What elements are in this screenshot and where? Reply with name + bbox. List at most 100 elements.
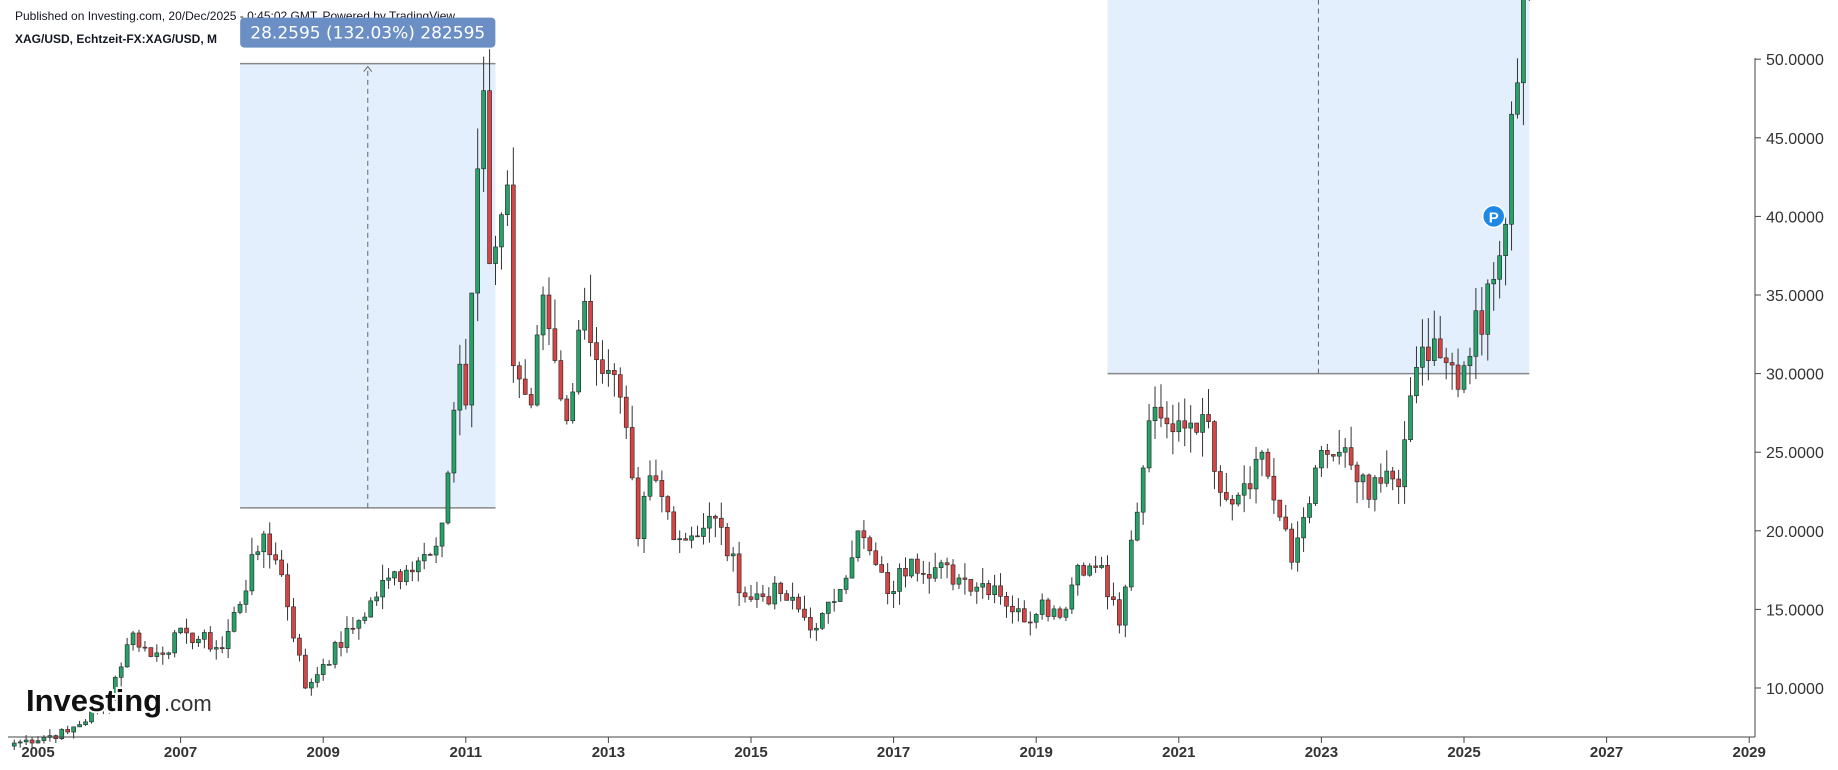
candle-body xyxy=(511,184,516,367)
candle-body xyxy=(730,553,736,557)
candle-body xyxy=(1479,310,1485,335)
candle-body xyxy=(701,527,706,537)
candle-body xyxy=(29,739,35,744)
candle-body xyxy=(332,642,338,665)
y-tick-label: 40.0000 xyxy=(1766,209,1824,226)
y-tick-label: 15.0000 xyxy=(1766,602,1824,619)
candle-body xyxy=(1039,599,1045,615)
candle-body xyxy=(867,537,873,552)
measure-arrowhead xyxy=(363,65,373,72)
candle-body xyxy=(101,706,106,710)
candle-body xyxy=(570,391,576,422)
candle-body xyxy=(356,620,362,629)
candle-body xyxy=(1099,565,1104,568)
candle-body xyxy=(392,571,397,579)
candle-body xyxy=(796,596,801,610)
candle-body xyxy=(1378,477,1384,484)
candle-body xyxy=(297,637,302,656)
candle-body xyxy=(65,729,71,733)
candle-body xyxy=(1372,477,1378,500)
candle-body xyxy=(909,558,914,577)
candle-body xyxy=(374,596,379,602)
candle-body xyxy=(855,530,861,559)
candle-body xyxy=(1515,82,1520,115)
candle-body xyxy=(938,562,944,568)
candle-body xyxy=(879,564,885,573)
candle-body xyxy=(1431,338,1437,361)
candle-body xyxy=(1188,422,1193,429)
symbol-title: XAG/USD, Echtzeit-FX:XAG/USD, M xyxy=(15,32,218,46)
candle-body xyxy=(885,572,890,594)
candle-body xyxy=(986,583,991,596)
candle-body xyxy=(695,535,700,538)
candle-body xyxy=(1146,420,1152,469)
candle-body xyxy=(564,398,570,422)
candle-body xyxy=(1111,596,1116,600)
candle-body xyxy=(659,480,665,497)
candle-body xyxy=(1497,255,1502,280)
candle-body xyxy=(1247,483,1253,490)
candle-body xyxy=(1164,417,1170,425)
x-tick-label: 2017 xyxy=(877,744,910,761)
candle-body xyxy=(303,654,308,689)
candle-body xyxy=(742,592,748,598)
candle-body xyxy=(475,168,480,294)
candle-body xyxy=(760,593,766,597)
candle-body xyxy=(1271,475,1277,501)
x-axis-ticks: 2005 2007 2009 2011 2013 2015 2017 2019 2021 2023… xyxy=(21,737,1766,761)
candle-body xyxy=(1283,516,1289,530)
candle-body xyxy=(1075,565,1081,586)
candle-body xyxy=(398,571,403,582)
logo-suffix: .com xyxy=(164,691,212,716)
candle-body xyxy=(671,511,677,541)
x-tick-label: 2011 xyxy=(450,744,483,761)
candle-body xyxy=(112,677,118,699)
candle-body xyxy=(998,585,1003,597)
candle-body xyxy=(1010,605,1015,613)
candle-body xyxy=(493,246,498,264)
candle-body xyxy=(1414,367,1419,397)
measure-label: 28.2595 (132.03%) 282595 xyxy=(250,24,485,44)
x-tick-label: 2029 xyxy=(1733,744,1766,761)
candle-body xyxy=(1176,420,1182,433)
candle-body xyxy=(445,472,451,524)
candle-body xyxy=(136,632,142,648)
candle-body xyxy=(748,596,754,600)
y-tick-label: 45.0000 xyxy=(1766,131,1824,148)
candle-body xyxy=(1194,422,1199,433)
x-tick-label: 2013 xyxy=(592,744,625,761)
candle-body xyxy=(754,593,760,600)
candle-body xyxy=(1467,356,1473,367)
candle-body xyxy=(386,577,391,581)
candle-body xyxy=(576,329,581,393)
candle-body xyxy=(861,530,867,539)
candle-body xyxy=(499,214,504,248)
candle-body xyxy=(1295,537,1300,563)
candle-body xyxy=(897,568,902,592)
candle-body xyxy=(255,551,261,555)
y-tick-label: 35.0000 xyxy=(1766,288,1824,305)
candle-body xyxy=(249,554,255,592)
candle-body xyxy=(439,522,445,547)
candle-body xyxy=(160,652,166,655)
candle-body xyxy=(225,631,231,650)
x-tick-label: 2009 xyxy=(307,744,340,761)
candle-body xyxy=(1461,365,1467,390)
candle-body xyxy=(1485,283,1491,335)
candle-body xyxy=(17,741,23,744)
candle-body xyxy=(285,574,290,608)
candle-body xyxy=(338,642,344,648)
candle-body xyxy=(309,682,314,689)
candle-body xyxy=(683,538,688,541)
candle-body xyxy=(415,560,421,573)
candle-body xyxy=(421,554,427,562)
candle-body xyxy=(427,554,433,556)
candle-body xyxy=(433,545,439,556)
candle-body xyxy=(1057,608,1063,618)
candle-body xyxy=(1105,565,1110,598)
candle-body xyxy=(540,294,546,336)
candle-body xyxy=(1218,471,1223,493)
candle-body xyxy=(1206,414,1211,422)
candle-body xyxy=(469,292,475,406)
